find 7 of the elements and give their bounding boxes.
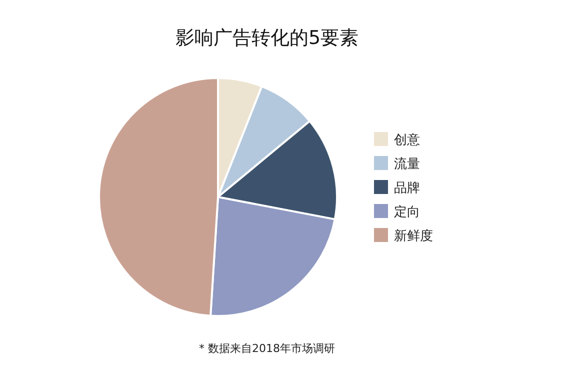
legend-label: 创意 bbox=[394, 133, 420, 148]
legend-label: 定向 bbox=[394, 205, 420, 220]
legend-label: 流量 bbox=[394, 156, 420, 172]
legend-label: 品牌 bbox=[394, 181, 420, 196]
chart-title: 影响广告转化的5要素 bbox=[175, 27, 359, 49]
text: * 数据来自2018年市场调研 bbox=[199, 342, 335, 355]
legend-label: 新鲜度 bbox=[394, 228, 433, 244]
